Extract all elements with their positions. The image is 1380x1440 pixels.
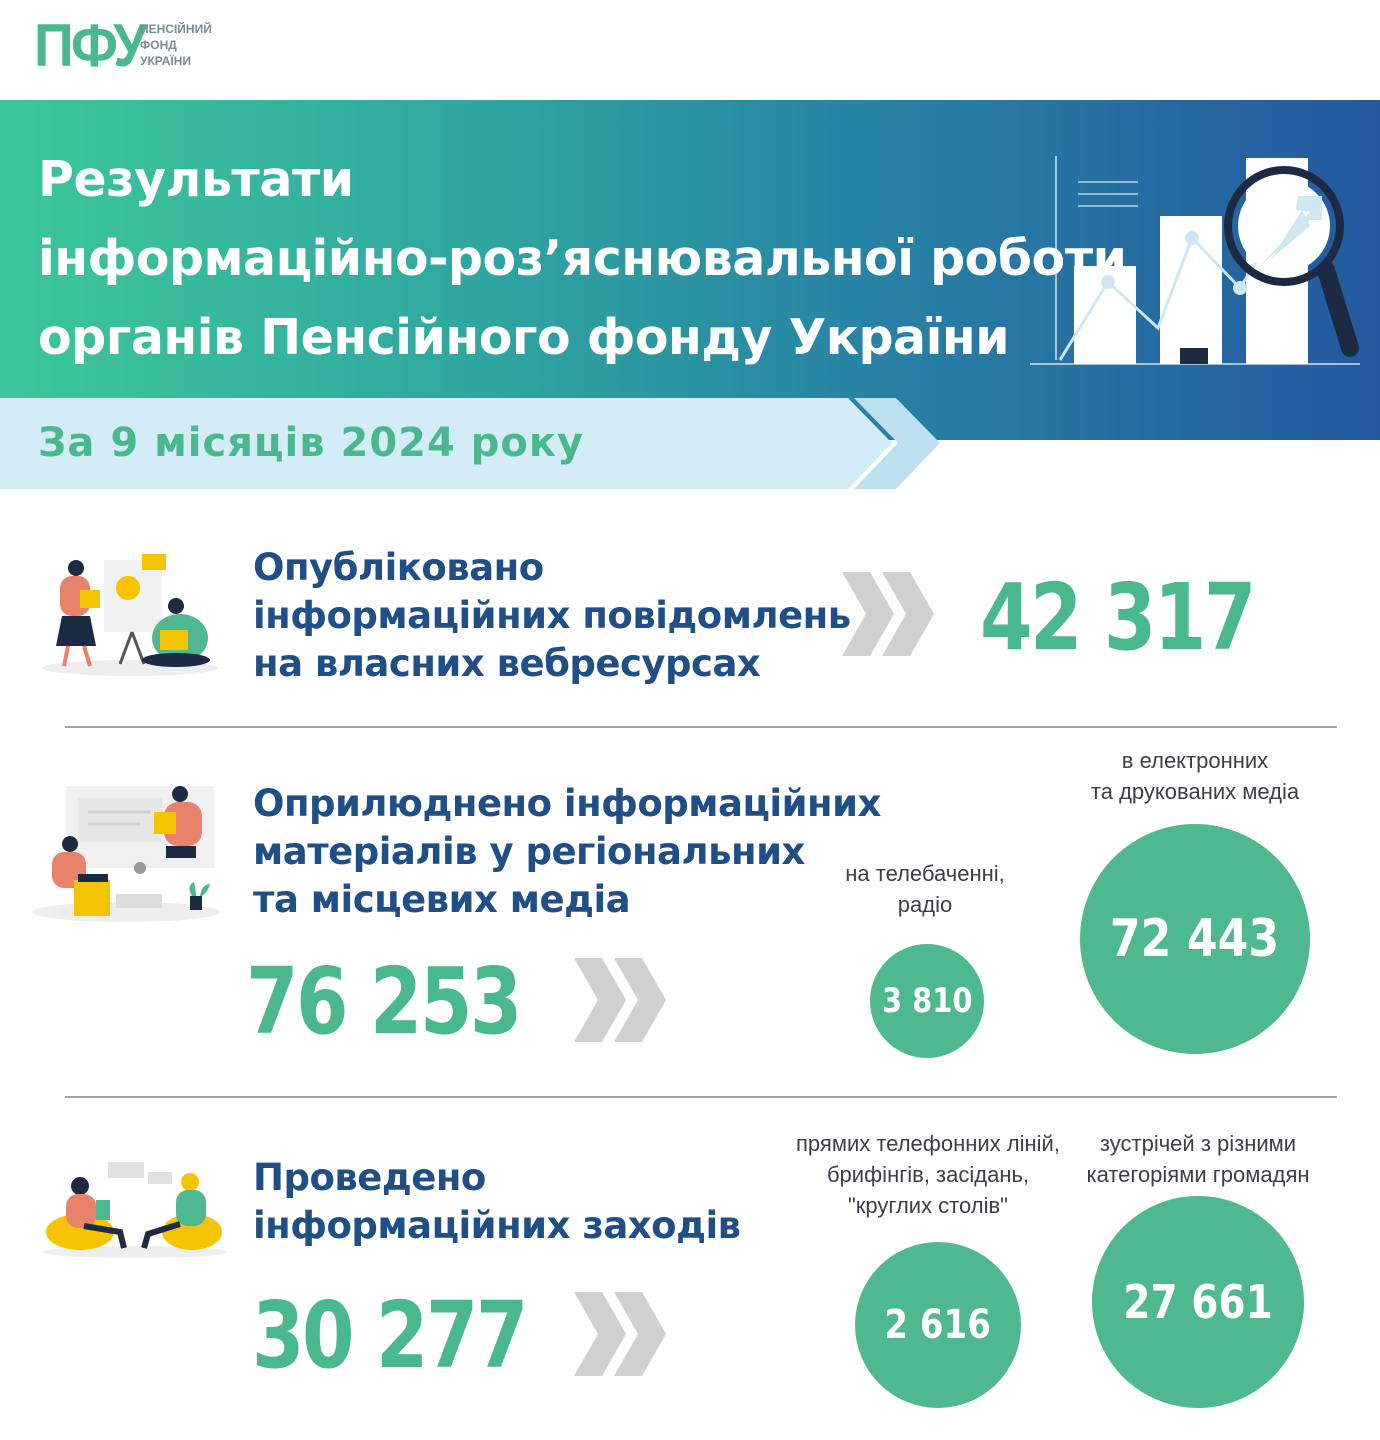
section-title-line: Проведено (253, 1156, 486, 1199)
caption-line: на телебаченні, (845, 861, 1005, 886)
logo-text: ПЕНСІЙНИЙ ФОНД УКРАЇНИ (140, 21, 230, 69)
chevron-right-icon (574, 1292, 666, 1376)
caption-line: зустрічей з різними (1099, 1131, 1297, 1156)
period-ribbon (0, 398, 940, 489)
total-media: 76 253 (246, 948, 522, 1055)
section-title-line: матеріалів у регіональних (253, 830, 805, 873)
logo-line: ПЕНСІЙНИЙ (140, 22, 212, 36)
period-label: За 9 місяців 2024 року (38, 420, 585, 466)
chart-magnifier-illustration (1030, 156, 1360, 365)
section-title-media: Оприлюднено інформаційних матеріалів у р… (253, 780, 881, 924)
value-circle-online-print: 72 443 (1080, 824, 1310, 1054)
section-title-line: Оприлюднено інформаційних (253, 782, 881, 825)
total-events: 30 277 (252, 1282, 528, 1389)
title-line: інформаційно-роз’яснювальної роботи (38, 230, 1127, 287)
section-title-events: Проведено інформаційних заходів (253, 1154, 741, 1250)
value-online-print: 72 443 (1110, 909, 1280, 969)
caption-line: прямих телефонних ліній, (796, 1131, 1060, 1156)
pfu-logo: ПФУ ПЕНСІЙНИЙ ФОНД УКРАЇНИ (34, 12, 212, 79)
value-circle-hotlines-briefings: 2 616 (855, 1242, 1021, 1408)
section-title-publications: Опубліковано інформаційних повідомлень н… (253, 544, 851, 688)
caption-hotlines-briefings: прямих телефонних ліній, брифінгів, засі… (790, 1128, 1066, 1221)
header-banner (0, 100, 1380, 440)
caption-citizen-meetings: зустрічей з різними категоріями громадян (1070, 1128, 1326, 1190)
section-title-line: інформаційних заходів (253, 1204, 741, 1247)
section-title-line: Опубліковано (253, 546, 544, 589)
logo-line: ФОНД (140, 38, 177, 52)
caption-line: та друкованих медіа (1090, 779, 1300, 804)
section-divider (65, 726, 1337, 728)
value-circle-tv-radio: 3 810 (870, 944, 984, 1058)
logo-line: УКРАЇНИ (140, 54, 192, 68)
title-line: органів Пенсійного фонду України (38, 309, 1010, 366)
meeting-illustration (43, 1162, 227, 1258)
value-tv-radio: 3 810 (881, 981, 973, 1021)
section-title-line: на власних вебресурсах (253, 642, 761, 685)
caption-line: радіо (897, 892, 953, 917)
presentation-illustration (42, 554, 218, 676)
media-illustration (32, 786, 220, 922)
page-title: Результати інформаційно-роз’яснювальної … (38, 140, 1127, 377)
chevron-right-icon (842, 572, 934, 656)
value-circle-citizen-meetings: 27 661 (1092, 1196, 1304, 1408)
value-citizen-meetings: 27 661 (1123, 1275, 1273, 1329)
total-publications: 42 317 (980, 564, 1256, 671)
section-divider (65, 1096, 1337, 1098)
chevron-right-icon (574, 958, 666, 1042)
value-hotlines-briefings: 2 616 (884, 1302, 992, 1348)
caption-line: брифінгів, засідань, (826, 1162, 1030, 1187)
section-title-line: та місцевих медіа (253, 878, 631, 921)
caption-line: в електронних (1121, 748, 1269, 773)
caption-line: "круглих столів" (847, 1193, 1008, 1218)
section-title-line: інформаційних повідомлень (253, 594, 851, 637)
logo-mark: ПФУ (34, 12, 148, 79)
caption-tv-radio: на телебаченні, радіо (820, 858, 1030, 920)
title-line: Результати (38, 151, 354, 208)
caption-online-print: в електронних та друкованих медіа (1060, 745, 1330, 807)
caption-line: категоріями громадян (1086, 1162, 1310, 1187)
